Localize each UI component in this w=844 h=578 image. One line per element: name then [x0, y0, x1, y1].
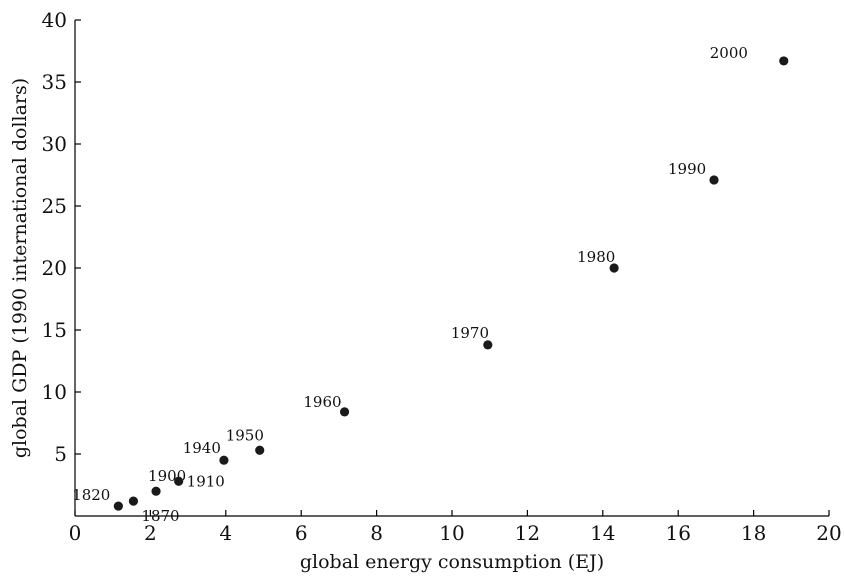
x-tick-label: 16: [665, 521, 690, 545]
y-tick-label: 10: [42, 380, 67, 404]
y-tick-label: 5: [54, 442, 67, 466]
y-tick-label: 25: [42, 194, 67, 218]
y-axis-title: global GDP (1990 international dollars): [9, 78, 31, 458]
x-tick-label: 20: [816, 521, 841, 545]
y-tick-label: 40: [42, 8, 67, 32]
data-point-label: 1950: [226, 426, 264, 444]
data-point: [339, 407, 350, 417]
x-tick-label: 14: [590, 521, 615, 545]
x-tick-label: 12: [515, 521, 540, 545]
x-axis-ticks: 0 2 4 6 8 10 12 14 16 18 20: [69, 510, 842, 545]
y-tick-label: 30: [42, 132, 67, 156]
y-tick-label: 35: [42, 70, 67, 94]
x-tick-label: 6: [295, 521, 308, 545]
x-tick-label: 0: [69, 521, 82, 545]
data-point-label: 1910: [187, 472, 225, 490]
data-point: [151, 486, 161, 496]
x-tick-label: 4: [219, 521, 232, 545]
data-point-label: 1970: [451, 324, 489, 342]
data-point-label: 1990: [668, 160, 706, 178]
data-point: [219, 455, 229, 465]
x-tick-label: 8: [370, 521, 383, 545]
data-point: [113, 501, 123, 511]
x-tick-label: 2: [144, 521, 157, 545]
data-point: [128, 496, 139, 506]
data-point-label: 1820: [72, 486, 110, 504]
data-point-label: 2000: [710, 44, 748, 62]
x-tick-label: 10: [439, 521, 464, 545]
x-tick-label: 18: [741, 521, 766, 545]
data-point: [174, 476, 184, 486]
data-point-label: 1870: [141, 507, 179, 525]
y-tick-label: 20: [42, 256, 67, 280]
data-point-label: 1960: [303, 393, 341, 411]
x-axis-title: global energy consumption (EJ): [300, 551, 604, 573]
data-point: [709, 175, 719, 185]
data-point: [609, 263, 619, 273]
y-axis-ticks: 5 10 15 20 25 30 35 40: [42, 8, 81, 466]
data-point: [255, 445, 265, 455]
y-tick-label: 15: [42, 318, 67, 342]
data-point-label: 1940: [183, 439, 221, 457]
data-point: [483, 340, 493, 350]
data-point-label: 1980: [577, 248, 615, 266]
data-point: [779, 56, 789, 66]
